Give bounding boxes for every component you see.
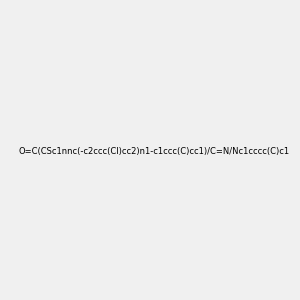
Text: O=C(CSc1nnc(-c2ccc(Cl)cc2)n1-c1ccc(C)cc1)/C=N/Nc1cccc(C)c1: O=C(CSc1nnc(-c2ccc(Cl)cc2)n1-c1ccc(C)cc1… xyxy=(18,147,289,156)
